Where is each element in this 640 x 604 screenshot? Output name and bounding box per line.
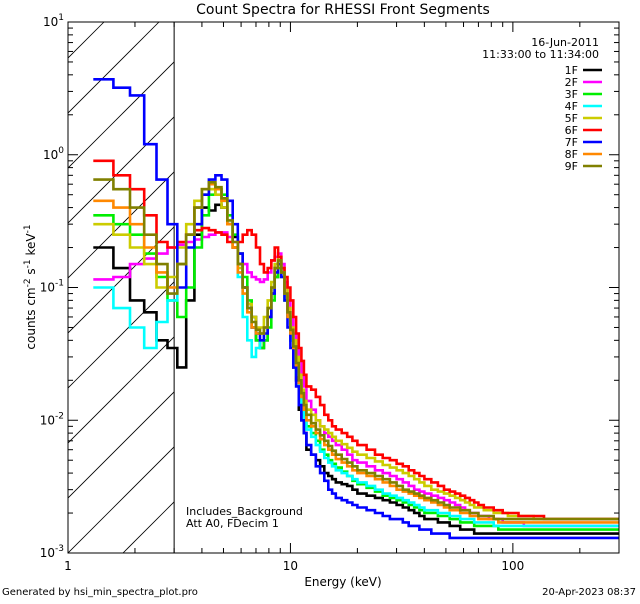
x-axis-ticks: 1 10 100 [64, 22, 620, 573]
hatch-line [68, 22, 160, 114]
legend-label: 4F [565, 100, 578, 113]
chart-title: Count Spectra for RHESSI Front Segments [196, 2, 490, 18]
chart-time-range: 11:33:00 to 11:34:00 [482, 48, 599, 61]
legend-label: 7F [565, 136, 578, 149]
annotation-background: Includes_Background [186, 505, 303, 518]
y-tick-label: 101 [43, 13, 64, 29]
legend-label: 1F [565, 64, 578, 77]
x-tick-label: 100 [501, 559, 524, 573]
series-7F [93, 78, 619, 540]
legend-label: 6F [565, 124, 578, 137]
y-axis-label: counts cm-2 s-1 keV-1 [23, 224, 38, 349]
chart-date: 16-Jun-2011 [531, 36, 599, 49]
y-tick-label: 10-3 [40, 544, 64, 560]
hatch-line [68, 446, 175, 553]
legend-label: 2F [565, 76, 578, 89]
footer-timestamp: 20-Apr-2023 08:37 [542, 587, 636, 598]
legend-label: 3F [565, 88, 578, 101]
x-tick-label: 1 [64, 559, 72, 573]
y-tick-label: 100 [43, 146, 64, 162]
legend-label: 8F [565, 148, 578, 161]
x-axis-label: Energy (keV) [304, 575, 381, 589]
series-lines [93, 78, 619, 540]
series-9F [93, 178, 619, 521]
annotation-attenuator: Att A0, FDecim 1 [186, 517, 279, 530]
footer-generated-by: Generated by hsi_min_spectra_plot.pro [2, 587, 198, 598]
x-tick-label: 10 [283, 559, 298, 573]
y-tick-label: 10-2 [40, 411, 64, 427]
hatch-line [68, 61, 175, 169]
legend-label: 5F [565, 112, 578, 125]
hatch-line [68, 391, 175, 499]
y-axis-ticks: 10-3 10-2 10-1 100 101 [40, 13, 619, 560]
legend-label: 9F [565, 160, 578, 173]
y-tick-label: 10-1 [40, 279, 64, 295]
